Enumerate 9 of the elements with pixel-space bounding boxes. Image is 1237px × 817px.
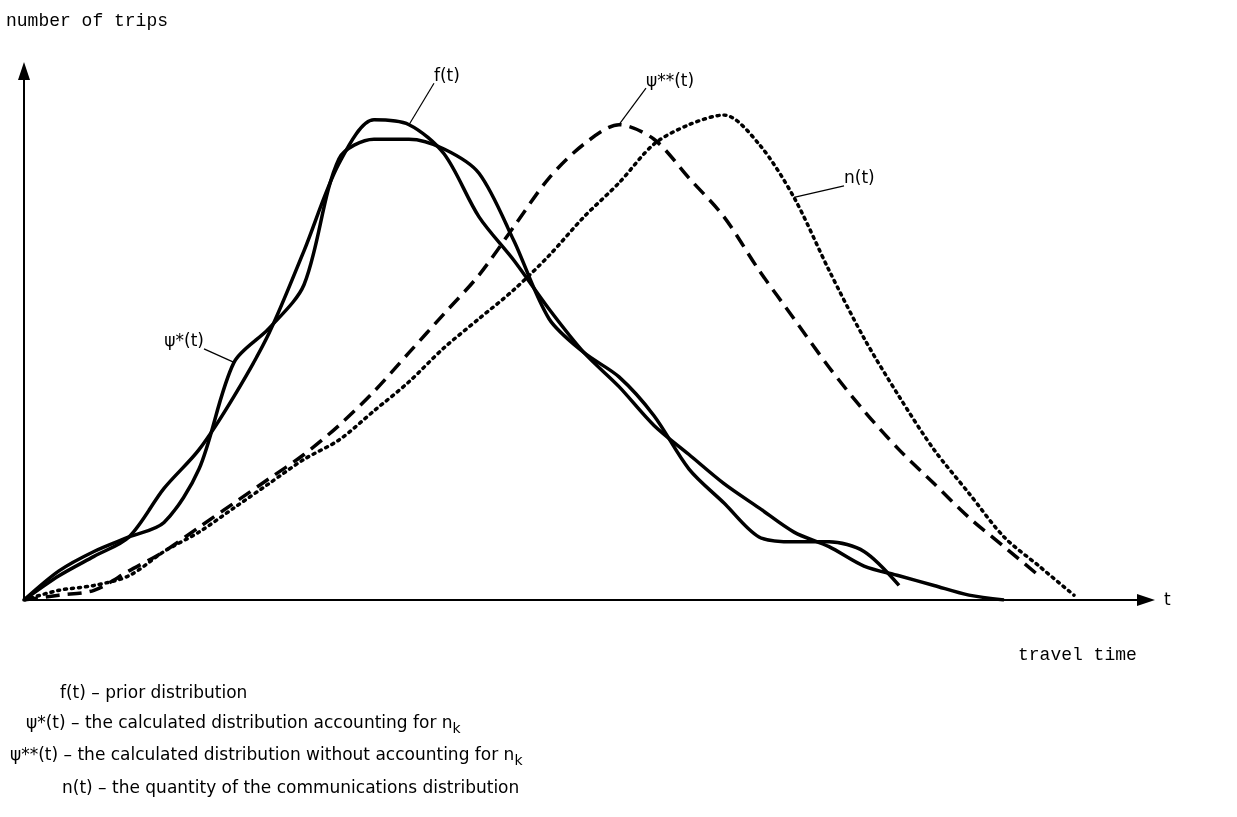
text: n(t) xyxy=(844,167,875,188)
text: n(t) – the quantity of the communications distribution xyxy=(62,776,520,797)
text: f(t) – prior distribution xyxy=(60,681,248,702)
x-axis-title: travel time xyxy=(1018,645,1137,665)
series-label: ψ*(t) xyxy=(164,330,204,351)
text: f(t) xyxy=(434,64,460,85)
text: t xyxy=(1164,588,1171,609)
text: ψ**(t) xyxy=(646,69,695,90)
y-axis-title: number of trips xyxy=(6,11,169,31)
